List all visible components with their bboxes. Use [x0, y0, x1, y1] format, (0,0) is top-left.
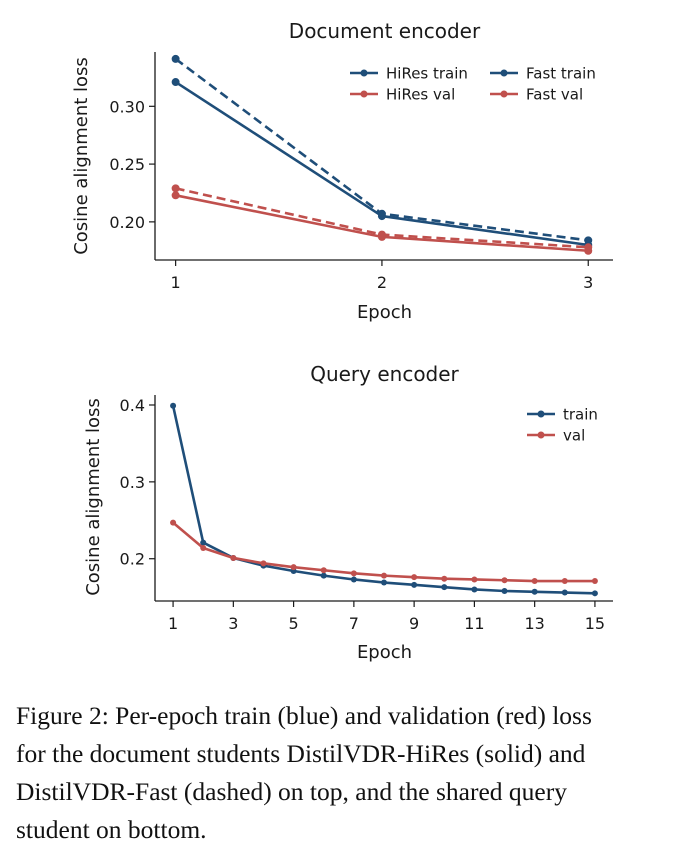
x-tick-label: 1 [168, 614, 178, 633]
data-point [584, 236, 593, 245]
data-point [320, 567, 327, 574]
data-point [411, 574, 418, 581]
figure-caption: Figure 2: Per-epoch train (blue) and val… [16, 697, 676, 849]
y-tick-label: 0.20 [109, 213, 145, 232]
legend-label: HiRes val [386, 86, 455, 104]
x-tick-label: 3 [583, 273, 593, 292]
x-tick-label: 3 [228, 614, 238, 633]
chart-title: Query encoder [310, 362, 459, 386]
data-point [441, 575, 448, 582]
data-point [501, 577, 508, 584]
data-point [381, 572, 387, 579]
y-axis-label: Cosine alignment loss [83, 398, 104, 596]
data-point [350, 570, 357, 577]
data-point [381, 579, 387, 586]
data-point [411, 581, 418, 588]
x-tick-label: 11 [464, 614, 484, 633]
data-point [377, 209, 386, 218]
y-tick-label: 0.4 [120, 396, 145, 415]
y-tick-label: 0.3 [120, 473, 145, 492]
data-point [501, 588, 508, 595]
x-tick-label: 15 [585, 614, 605, 633]
series-line [172, 521, 595, 583]
document-encoder-chart: Document encoder Cosine alignment loss E… [71, 19, 613, 323]
legend-swatch-marker [360, 69, 368, 77]
x-tick-label: 2 [377, 273, 387, 292]
data-point [170, 519, 177, 526]
y-tick-label: 0.25 [109, 155, 145, 174]
data-point [471, 576, 478, 583]
legend-label: Fast train [526, 65, 596, 83]
legend: train val [527, 406, 598, 445]
data-point [230, 554, 237, 561]
caption-line: Figure 2: Per-epoch train (blue) and val… [16, 701, 592, 730]
data-point [561, 578, 568, 585]
x-tick-label: 5 [289, 614, 299, 633]
y-axis-label: Cosine alignment loss [71, 57, 92, 255]
data-point [350, 576, 357, 583]
legend-swatch-marker [537, 431, 545, 439]
data-point [171, 184, 180, 193]
data-point [471, 586, 478, 593]
data-point [591, 578, 598, 585]
data-point [171, 191, 180, 200]
legend-label: val [563, 427, 585, 445]
x-tick-label: 1 [171, 273, 181, 292]
x-tick-label: 7 [349, 614, 359, 633]
legend-swatch-marker [537, 410, 545, 418]
x-tick-label: 9 [409, 614, 419, 633]
x-axis-label: Epoch [357, 302, 412, 323]
y-tick-label: 0.2 [120, 550, 145, 569]
caption-line: for the document students DistilVDR-HiRe… [16, 739, 586, 768]
legend-swatch-marker [360, 90, 368, 98]
legend-label: train [563, 406, 598, 424]
y-tick-label: 0.30 [109, 97, 145, 116]
x-tick-label: 13 [524, 614, 544, 633]
data-point [200, 544, 207, 551]
data-point [171, 54, 180, 63]
data-point [290, 564, 297, 571]
data-point [441, 584, 448, 591]
data-point [260, 560, 267, 567]
data-point [531, 578, 538, 585]
data-point [561, 589, 568, 596]
legend-swatch-marker [500, 69, 508, 77]
data-point [377, 230, 386, 239]
data-point [591, 590, 598, 597]
legend: HiRes train HiRes val Fast train Fast val [350, 65, 596, 104]
data-point [170, 402, 177, 409]
caption-line: student on bottom. [16, 815, 207, 844]
x-axis-label: Epoch [357, 642, 412, 663]
query-encoder-chart: Query encoder Cosine alignment loss Epoc… [83, 362, 613, 663]
data-point [531, 588, 538, 595]
data-point [320, 572, 327, 579]
legend-label: Fast val [526, 86, 583, 104]
chart-title: Document encoder [289, 19, 481, 43]
legend-swatch-marker [500, 90, 508, 98]
data-point [584, 243, 593, 252]
figure: Document encoder Cosine alignment loss E… [71, 19, 613, 663]
data-point [171, 78, 180, 87]
legend-label: HiRes train [386, 65, 468, 83]
data-point [200, 539, 207, 546]
caption-line: DistilVDR-Fast (dashed) on top, and the … [16, 777, 567, 806]
